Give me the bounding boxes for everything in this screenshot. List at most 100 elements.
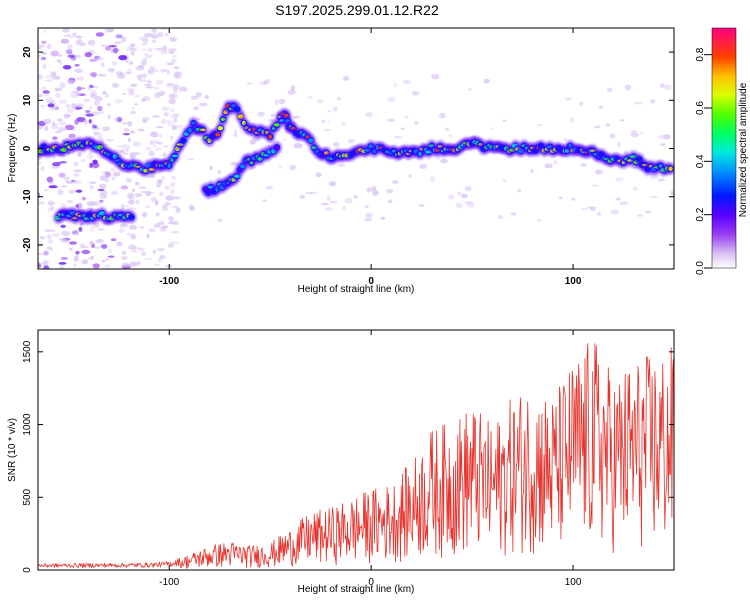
spectrogram-speckle bbox=[66, 108, 75, 113]
spectrogram-speckle bbox=[127, 121, 133, 127]
ridge-core bbox=[268, 134, 273, 139]
spectrogram-speckle bbox=[168, 93, 178, 99]
spectrogram-speckle bbox=[68, 35, 74, 39]
spectrogram-speckle bbox=[152, 249, 157, 254]
spectrogram-speckle bbox=[88, 119, 92, 124]
spectrogram-speckle bbox=[173, 66, 180, 70]
spectrogram-speckle bbox=[58, 127, 66, 132]
spectrogram-speckle bbox=[93, 85, 98, 89]
spectrogram-speckle bbox=[147, 68, 152, 74]
spectrogram-speckle bbox=[579, 101, 584, 107]
spectrogram-speckle bbox=[429, 176, 436, 182]
spectrogram-speckle bbox=[105, 45, 111, 51]
spectrogram-speckle bbox=[59, 82, 66, 88]
spectrogram-speckle bbox=[141, 43, 148, 46]
spectrogram-speckle bbox=[510, 212, 517, 216]
spectrogram-speckle bbox=[246, 82, 253, 85]
spectrogram-speckle bbox=[119, 223, 129, 228]
spectrogram-speckle bbox=[657, 178, 665, 182]
ridge-core bbox=[172, 154, 178, 158]
spectrogram-speckle bbox=[141, 48, 148, 51]
spectrogram-speckle bbox=[152, 144, 157, 148]
spectrogram-speckle bbox=[64, 34, 71, 37]
spectrogram-speckle bbox=[90, 90, 97, 96]
spectrogram-speckle bbox=[168, 216, 174, 221]
spectrogram-speckle bbox=[128, 207, 137, 210]
spectrogram-speckle bbox=[71, 179, 76, 183]
spectrogram-speckle bbox=[40, 44, 46, 47]
spectrogram-speckle bbox=[127, 137, 131, 143]
spectrogram-speckle bbox=[662, 134, 671, 140]
ridge-core bbox=[308, 138, 314, 143]
spectrogram-speckle bbox=[190, 95, 199, 101]
spectrogram-speckle bbox=[431, 73, 440, 80]
spectrogram-speckle bbox=[92, 124, 98, 129]
spectrogram-speckle bbox=[110, 69, 114, 74]
spectrogram-speckle bbox=[105, 139, 115, 142]
spectrogram-speckle bbox=[57, 189, 64, 196]
ridge-core bbox=[128, 215, 135, 219]
y-tick-label: 1000 bbox=[22, 413, 33, 436]
spectrogram-speckle bbox=[341, 121, 346, 126]
spectrogram-speckle bbox=[164, 201, 172, 206]
spectrogram-speckle bbox=[144, 83, 153, 87]
spectrogram-speckle bbox=[142, 117, 149, 122]
spectrogram-speckle bbox=[630, 132, 640, 138]
spectrogram-speckle bbox=[125, 148, 129, 152]
spectrogram-speckle bbox=[73, 54, 81, 58]
spectrogram-speckle bbox=[580, 207, 589, 211]
spectrogram-speckle bbox=[88, 181, 97, 184]
colorbar-tick-label: 0.0 bbox=[695, 261, 706, 275]
spectrogram-speckle bbox=[108, 45, 117, 48]
spectrogram-speckle bbox=[81, 245, 89, 249]
spectrogram-speckle bbox=[365, 212, 373, 219]
spectrogram-speckle bbox=[121, 36, 127, 43]
spectrogram-speckle bbox=[217, 218, 222, 222]
spectrogram-speckle bbox=[130, 83, 138, 88]
spectrogram-speckle bbox=[171, 125, 177, 131]
spectrogram-speckle bbox=[145, 86, 154, 89]
spectrogram-speckle bbox=[386, 188, 394, 194]
spectrogram-speckle bbox=[99, 199, 104, 203]
spectrogram-speckle bbox=[175, 71, 183, 77]
spectrogram-speckle bbox=[189, 205, 196, 212]
spectrogram-speckle bbox=[121, 144, 131, 150]
spectrogram-speckle bbox=[165, 195, 175, 201]
spectrogram-speckle bbox=[66, 199, 74, 204]
spectrogram-speckle bbox=[278, 98, 286, 105]
spectrogram-speckle bbox=[42, 90, 50, 94]
spectrogram-speckle bbox=[134, 94, 140, 98]
ridge-core bbox=[273, 145, 281, 150]
spectrogram-speckle bbox=[58, 99, 67, 105]
spectrogram-speckle bbox=[105, 171, 111, 178]
spectrogram-speckle bbox=[44, 125, 49, 131]
spectrogram-speckle bbox=[101, 244, 108, 249]
spectrogram-speckle bbox=[204, 94, 209, 100]
spectrogram-speckle bbox=[125, 48, 129, 52]
spectrogram-speckle bbox=[171, 94, 175, 99]
spectrogram-speckle bbox=[77, 152, 82, 158]
spectrogram-speckle bbox=[58, 172, 66, 178]
spectrogram-speckle bbox=[144, 53, 148, 56]
spectrogram-speckle bbox=[90, 226, 94, 233]
spectrogram-speckle bbox=[607, 87, 613, 93]
spectrogram-speckle bbox=[136, 260, 141, 265]
spectrogram-speckle bbox=[616, 142, 622, 148]
spectrogram-speckle bbox=[380, 216, 386, 220]
spectrogram-speckle bbox=[90, 120, 95, 127]
spectrogram-speckle bbox=[58, 121, 67, 126]
spectrogram-speckle bbox=[159, 255, 166, 259]
spectrogram-speckle bbox=[610, 209, 619, 215]
spectrogram-speckle bbox=[88, 157, 93, 160]
spectrogram-speckle bbox=[97, 188, 105, 192]
spectrogram-speckle bbox=[60, 185, 68, 188]
spectrogram-speckle bbox=[105, 93, 109, 99]
spectrogram-speckle bbox=[144, 257, 153, 261]
spectrogram-ylabel: Frequency (Hz) bbox=[7, 114, 18, 183]
spectrogram-speckle bbox=[101, 126, 111, 132]
spectrogram-speckle bbox=[80, 87, 86, 90]
spectrogram-speckle bbox=[43, 250, 49, 256]
spectrogram-speckle bbox=[98, 73, 107, 77]
